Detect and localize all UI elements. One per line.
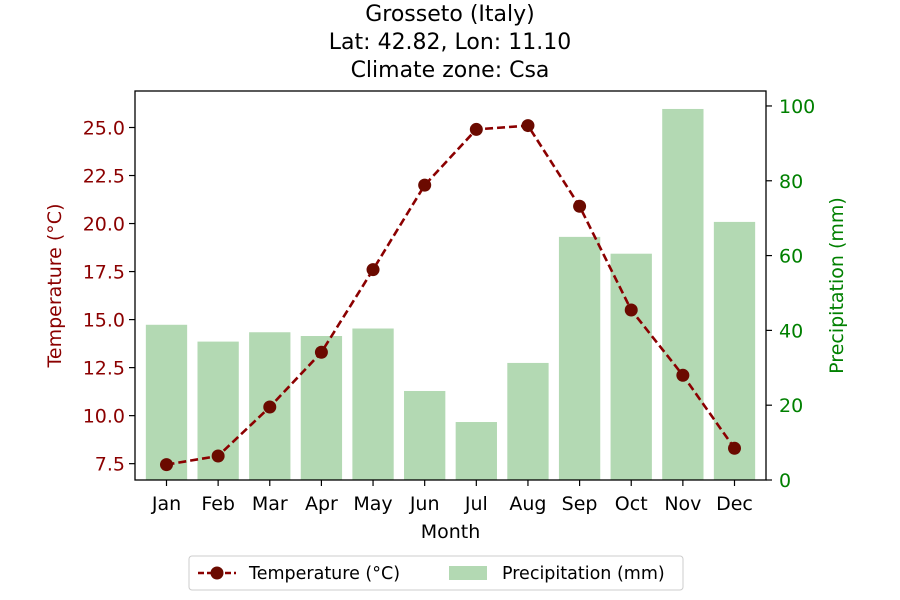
month-axis-title: Month	[421, 521, 481, 543]
temperature-tick-label: 12.5	[83, 358, 125, 380]
month-tick-label-nov: Nov	[664, 493, 701, 515]
precipitation-tick-label: 100	[779, 96, 815, 118]
temperature-axis: 7.5 10.0 12.5 15.0 17.5 20.0 22.5 25.0	[83, 117, 135, 476]
month-tick-label-dec: Dec	[716, 493, 753, 515]
temperature-point-aug	[521, 119, 535, 133]
temperature-point-jul	[469, 122, 483, 136]
temperature-point-jun	[418, 178, 432, 192]
temperature-point-dec	[728, 441, 742, 455]
temperature-point-feb	[211, 449, 225, 463]
precipitation-tick-label: 40	[779, 320, 803, 342]
temperature-point-mar	[263, 400, 277, 414]
temperature-point-apr	[314, 345, 328, 359]
precipitation-bar-jan	[145, 324, 188, 480]
precipitation-bar-aug	[507, 362, 549, 480]
legend-temperature-label: Temperature (°C)	[248, 564, 400, 584]
legend-temperature-marker	[210, 566, 224, 580]
month-axis: Jan Feb Mar Apr May Jun Jul Aug Sep Oct Nov Dec	[151, 480, 753, 515]
precipitation-bar-apr	[300, 335, 343, 480]
precipitation-tick-label: 0	[779, 470, 791, 492]
chart-legend: Temperature (°C) Precipitation (mm)	[188, 555, 684, 591]
temperature-point-sep	[573, 199, 587, 213]
month-tick-label-jul: Jul	[464, 493, 488, 515]
precipitation-bar-jul	[455, 422, 497, 480]
precipitation-bar-sep	[558, 236, 601, 480]
month-tick-label-mar: Mar	[252, 493, 288, 515]
temperature-line-series	[159, 119, 742, 472]
month-tick-label-oct: Oct	[615, 493, 648, 515]
chart-title-line-3: Climate zone: Csa	[351, 58, 550, 83]
precipitation-tick-label: 60	[779, 246, 803, 268]
month-tick-label-jun: Jun	[409, 493, 440, 515]
month-tick-label-may: May	[353, 493, 392, 515]
legend-box	[188, 555, 684, 591]
month-tick-label-apr: Apr	[305, 493, 338, 515]
plot-frame	[134, 90, 767, 481]
precipitation-bar-nov	[662, 108, 704, 480]
month-tick-label-aug: Aug	[509, 493, 546, 515]
precipitation-axis-title: Precipitation (mm)	[826, 197, 848, 374]
temperature-tick-label: 7.5	[95, 454, 125, 476]
temperature-point-may	[366, 263, 380, 277]
precipitation-axis: 0 20 40 60 80 100	[766, 96, 815, 492]
temperature-tick-label: 17.5	[83, 262, 125, 284]
month-tick-label-jan: Jan	[151, 493, 181, 515]
temperature-tick-label: 15.0	[83, 310, 125, 332]
precipitation-bar-may	[352, 328, 394, 480]
temperature-point-nov	[676, 368, 690, 382]
month-tick-label-feb: Feb	[201, 493, 235, 515]
precipitation-bar-dec	[713, 221, 756, 481]
temperature-tick-label: 25.0	[83, 117, 125, 139]
legend-precipitation-swatch	[449, 566, 487, 580]
temperature-line	[166, 124, 736, 466]
temperature-tick-label: 10.0	[83, 406, 125, 428]
chart-title-line-2: Lat: 42.82, Lon: 11.10	[329, 30, 571, 55]
precipitation-bar-oct	[610, 253, 652, 480]
precipitation-tick-label: 80	[779, 171, 803, 193]
precipitation-tick-label: 20	[779, 395, 803, 417]
precipitation-bar-jun	[404, 390, 446, 480]
temperature-tick-label: 20.0	[83, 214, 125, 236]
chart-title-line-1: Grosseto (Italy)	[365, 2, 535, 27]
legend-precipitation-label: Precipitation (mm)	[502, 564, 665, 584]
temperature-tick-label: 22.5	[83, 166, 125, 188]
temperature-point-oct	[624, 303, 638, 317]
temperature-axis-title: Temperature (°C)	[44, 204, 66, 369]
chart-title: Grosseto (Italy) Lat: 42.82, Lon: 11.10 …	[329, 2, 571, 83]
precipitation-bars	[145, 108, 756, 481]
temperature-point-jan	[159, 458, 173, 472]
month-tick-label-sep: Sep	[562, 493, 598, 515]
